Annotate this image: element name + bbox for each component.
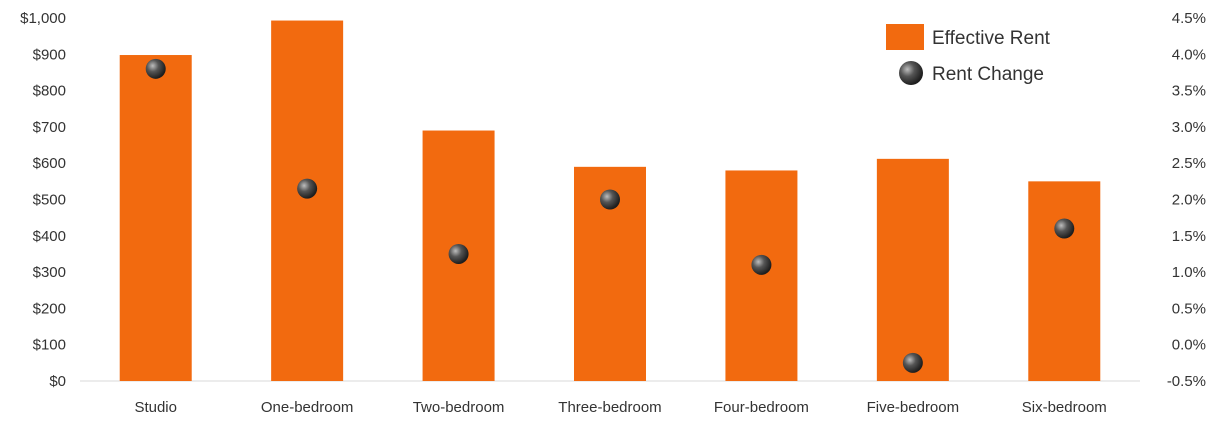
right-tick-label: 0.0% bbox=[1172, 337, 1206, 354]
left-tick-label: $600 bbox=[33, 155, 66, 172]
scatter-point bbox=[297, 178, 318, 199]
bar bbox=[271, 20, 344, 381]
x-tick-label: Five-bedroom bbox=[867, 399, 960, 416]
right-tick-label: 4.5% bbox=[1172, 10, 1206, 27]
legend-label-rent-change: Rent Change bbox=[932, 64, 1044, 85]
x-tick-label: Four-bedroom bbox=[714, 399, 809, 416]
left-tick-label: $100 bbox=[33, 337, 66, 354]
right-tick-label: 1.5% bbox=[1172, 228, 1206, 245]
right-axis: -0.5% 0.0% 0.5% 1.0% 1.5% 2.0% 2.5% 3.0% 3.5% 4.0… bbox=[1167, 10, 1206, 390]
left-tick-label: $700 bbox=[33, 119, 66, 136]
legend-swatch-effective-rent bbox=[886, 24, 924, 50]
x-tick-label: Three-bedroom bbox=[558, 399, 661, 416]
scatter-point bbox=[145, 58, 166, 79]
bar bbox=[725, 170, 798, 381]
scatter-point bbox=[1054, 218, 1075, 239]
x-tick-label: One-bedroom bbox=[261, 399, 354, 416]
left-axis: $0 $100 $200 $300 $400 $500 $600 $700 $800 $900 $1… bbox=[20, 10, 66, 390]
bar bbox=[119, 55, 192, 381]
legend-label-effective-rent: Effective Rent bbox=[932, 28, 1051, 49]
right-tick-label: 3.5% bbox=[1172, 83, 1206, 100]
scatter-point bbox=[751, 254, 772, 275]
right-tick-label: 1.0% bbox=[1172, 264, 1206, 281]
left-tick-label: $1,000 bbox=[20, 10, 66, 27]
left-tick-label: $200 bbox=[33, 300, 66, 317]
scatter-point bbox=[448, 243, 469, 264]
right-tick-label: 2.0% bbox=[1172, 192, 1206, 209]
right-tick-label: -0.5% bbox=[1167, 373, 1206, 390]
left-tick-label: $900 bbox=[33, 46, 66, 63]
right-tick-label: 2.5% bbox=[1172, 155, 1206, 172]
scatter-series bbox=[145, 58, 1075, 373]
left-tick-label: $800 bbox=[33, 83, 66, 100]
x-axis: Studio One-bedroom Two-bedroom Three-bedroo… bbox=[134, 399, 1106, 416]
left-tick-label: $0 bbox=[49, 373, 66, 390]
left-tick-label: $500 bbox=[33, 192, 66, 209]
x-tick-label: Studio bbox=[134, 399, 177, 416]
right-tick-label: 4.0% bbox=[1172, 46, 1206, 63]
scatter-point bbox=[600, 189, 620, 210]
scatter-point bbox=[902, 352, 923, 373]
legend: Effective Rent Rent Change bbox=[886, 24, 1051, 85]
right-tick-label: 3.0% bbox=[1172, 119, 1206, 136]
x-tick-label: Two-bedroom bbox=[413, 399, 505, 416]
left-tick-label: $400 bbox=[33, 228, 66, 245]
bar bbox=[1028, 181, 1101, 381]
legend-swatch-rent-change bbox=[899, 61, 923, 85]
x-tick-label: Six-bedroom bbox=[1022, 399, 1107, 416]
right-tick-label: 0.5% bbox=[1172, 300, 1206, 317]
bar bbox=[876, 158, 949, 381]
left-tick-label: $300 bbox=[33, 264, 66, 281]
